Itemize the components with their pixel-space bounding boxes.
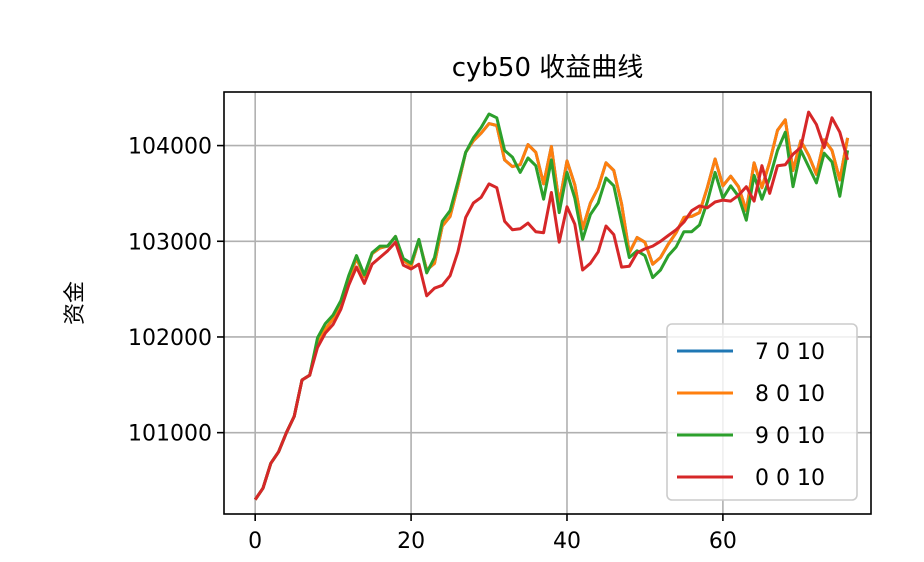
y-tick-label: 103000: [128, 230, 212, 255]
y-axis: 101000 102000 103000 104000: [128, 135, 224, 447]
legend-label: 0 0 10: [755, 466, 825, 491]
legend-label: 9 0 10: [755, 424, 825, 449]
y-axis-label: 资金: [63, 281, 88, 325]
x-tick-label: 40: [553, 529, 581, 554]
x-tick-label: 0: [248, 529, 262, 554]
x-tick-label: 20: [397, 529, 425, 554]
x-axis: 0 20 40 60: [248, 514, 737, 554]
legend: 7 0 10 8 0 10 9 0 10 0 0 10: [666, 323, 858, 501]
chart-title: cyb50 收益曲线: [452, 53, 644, 83]
legend-label: 7 0 10: [755, 340, 825, 365]
data-lines: [253, 110, 850, 501]
legend-box: [666, 323, 858, 501]
series-line-4: [253, 110, 850, 501]
y-tick-label: 102000: [128, 326, 212, 351]
series-line-3: [253, 112, 850, 501]
y-tick-label: 104000: [128, 135, 212, 160]
legend-label: 8 0 10: [755, 382, 825, 407]
plot-frame: [223, 91, 872, 515]
x-tick-label: 60: [709, 529, 737, 554]
y-tick-label: 101000: [128, 422, 212, 447]
